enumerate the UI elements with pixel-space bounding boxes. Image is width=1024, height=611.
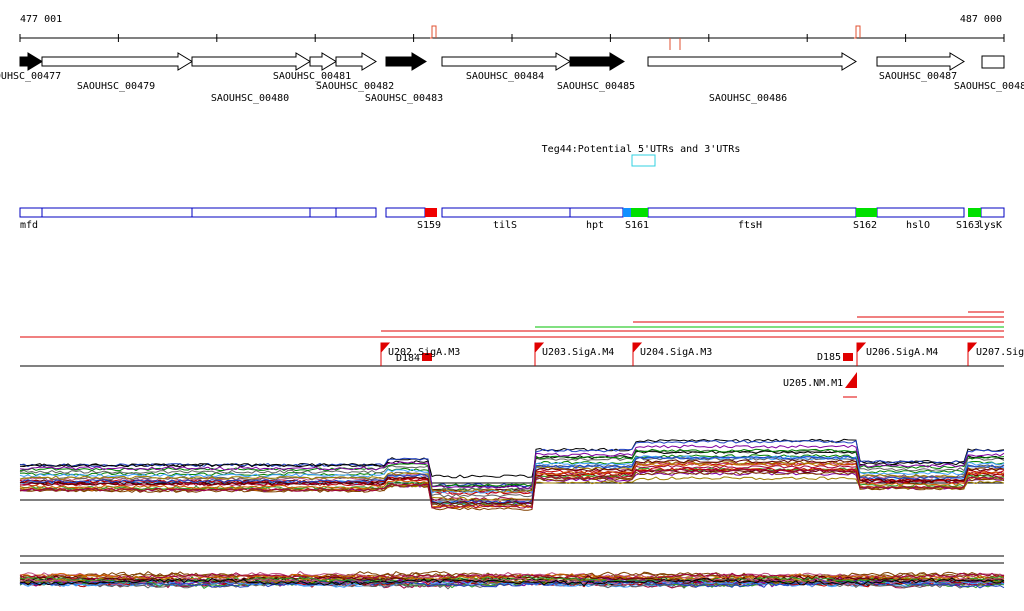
feature-label: mfd (20, 220, 38, 231)
profile-line (19, 459, 1005, 506)
signal-peak (430, 25, 861, 39)
gene-label: SAOUHSC_00485 (557, 81, 635, 92)
gene-label: SAOUHSC_0048 (954, 81, 1024, 92)
feature-fill (968, 208, 981, 217)
profile-line (19, 572, 1005, 582)
gene-label: SAOUHSC_00482 (316, 81, 394, 92)
gene-arrow (385, 52, 427, 71)
ruler-start: 477 001 (20, 14, 62, 25)
promoter-label: U202.SigA.M3 (388, 347, 460, 358)
promoter-label: U204.SigA.M3 (640, 347, 712, 358)
gene-label: SAOUHSC_00486 (709, 93, 787, 104)
profile-line (19, 467, 1005, 506)
feature-box (41, 207, 193, 218)
profile-line (19, 438, 1005, 489)
gene-track: SAOUHSC_00477 SAOUHSC_00479 SAOUHSC_00480 S… (0, 52, 1024, 104)
terminator (843, 353, 853, 361)
promoter-label: U206.SigA.M4 (866, 347, 938, 358)
feature-fill (631, 208, 648, 217)
feature-box (335, 207, 377, 218)
utr-box (631, 154, 656, 167)
gene-label: SAOUHSC_00480 (211, 93, 289, 104)
gene-arrow (191, 52, 311, 71)
axis-line (20, 482, 1004, 564)
profile-line (19, 579, 1005, 589)
promoter-label: D185 (817, 352, 841, 363)
feature-label: S161 (625, 220, 649, 231)
gene-label: SAOUHSC_00484 (466, 71, 544, 82)
feature-label: S163 (956, 220, 980, 231)
gene-box (981, 55, 1005, 69)
feature-label: S159 (417, 220, 441, 231)
feature-box (385, 207, 426, 218)
gene-arrow (309, 52, 337, 71)
promoter-label: U207.Sig (976, 347, 1024, 358)
gene-arrow (335, 52, 377, 71)
promoter-flag (534, 342, 545, 366)
feature-label: ftsH (738, 220, 762, 231)
profile-line (19, 454, 1005, 492)
feature-fill (425, 208, 437, 217)
gene-label: SAOUHSC_00487 (879, 71, 957, 82)
feature-box (309, 207, 337, 218)
profile-line (19, 468, 1005, 509)
promoter-flag (632, 342, 643, 366)
feature-box (19, 207, 43, 218)
promoter-flag (856, 342, 867, 366)
profile-line (19, 444, 1005, 490)
profile-line (19, 460, 1005, 493)
feature-label: hslO (906, 220, 930, 231)
feature-box (647, 207, 857, 218)
promoter-label: U203.SigA.M4 (542, 347, 614, 358)
gene-arrow (41, 52, 193, 71)
promoter-label: D184 (396, 353, 420, 364)
expression-profiles (19, 438, 1005, 590)
promoter-flag (380, 342, 391, 366)
gene-arrow (876, 52, 965, 71)
ruler-end: 487 000 (960, 14, 1002, 25)
feature-box (191, 207, 311, 218)
profile-line (19, 577, 1005, 587)
gene-label: SAOUHSC_00479 (77, 81, 155, 92)
track-title: Teg44:Potential 5'UTRs and 3'UTRs (542, 144, 741, 155)
feature-box (876, 207, 965, 218)
promoter-flag (845, 372, 857, 388)
profile-line (19, 575, 1005, 585)
profile-line (19, 471, 1005, 507)
gene-arrow (441, 52, 571, 71)
feature-label: hpt (586, 220, 604, 231)
gene-label: SAOUHSC_00477 (0, 71, 61, 82)
promoter-label: U205.NM.M1 (783, 378, 843, 389)
promoter-flag (967, 342, 978, 366)
feature-label: S162 (853, 220, 877, 231)
feature-fill (623, 208, 631, 217)
gene-label: SAOUHSC_00483 (365, 93, 443, 104)
gene-arrow (647, 52, 857, 71)
feature-box (569, 207, 624, 218)
terminator (422, 353, 432, 361)
feature-box (980, 207, 1005, 218)
feature-label: tilS (493, 220, 517, 231)
feature-fill (856, 208, 877, 217)
gene-arrow (569, 52, 625, 71)
signal-tick (669, 38, 681, 50)
gene-arrow (19, 52, 43, 71)
feature-box (441, 207, 571, 218)
feature-label: lysK (978, 220, 1002, 231)
profile-line (19, 449, 1005, 492)
gene-label: SAOUHSC_00481 (273, 71, 351, 82)
profile-line (19, 448, 1005, 487)
